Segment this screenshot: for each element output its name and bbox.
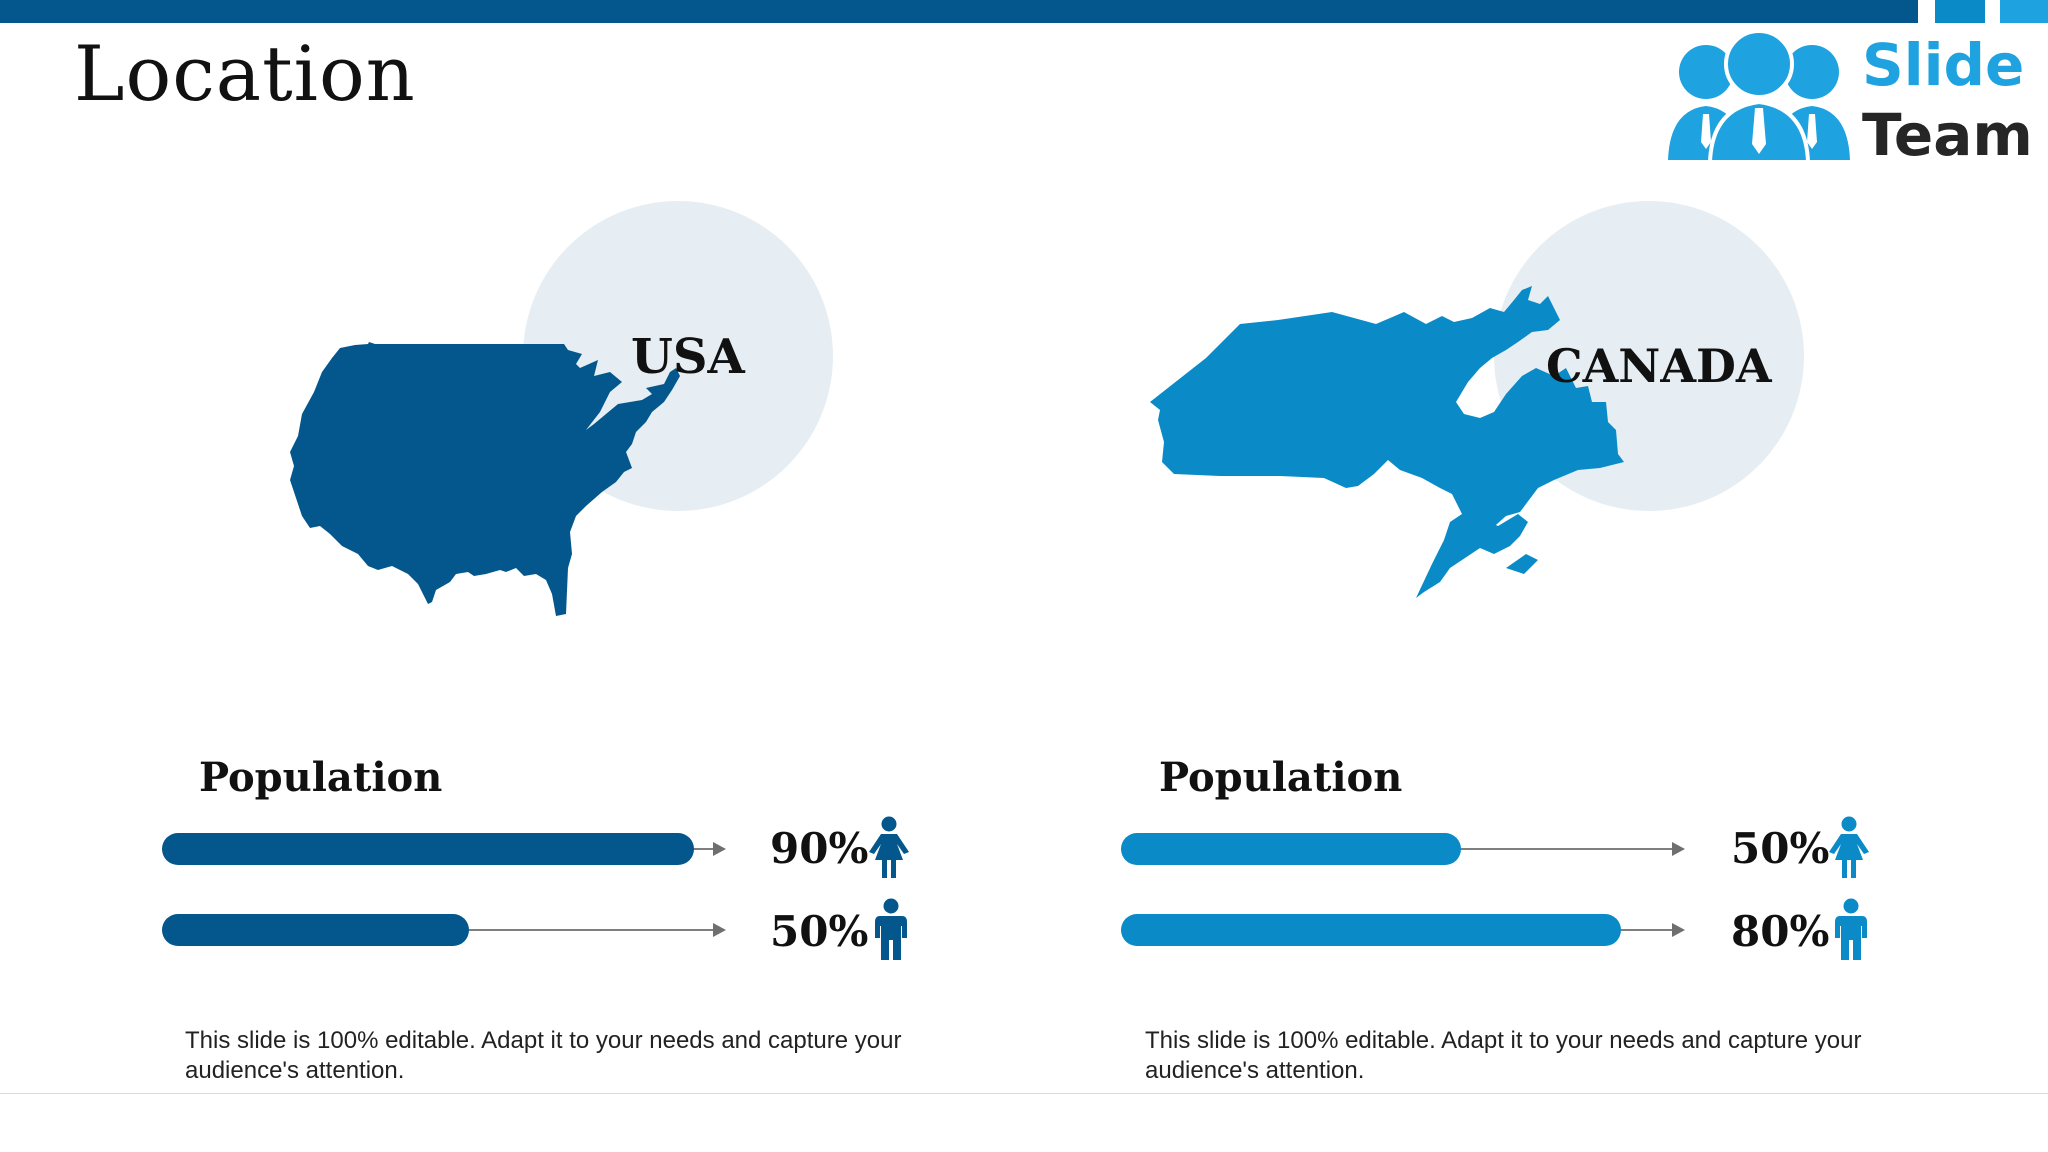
arrow-head-icon [1672,923,1685,937]
canada-population-bar-female [1121,833,1685,865]
team-people-icon [1668,29,1850,164]
logo-text-slide: Slide [1862,31,2025,99]
usa-population-bar-female [162,833,726,865]
top-accent-square [1935,0,1985,23]
female-icon [1829,816,1869,878]
logo-text-team: Team [1862,101,2033,169]
canada-description: This slide is 100% editable. Adapt it to… [1145,1027,1862,1084]
canada-population-bar-male [1121,914,1685,946]
footer-divider [0,1093,2048,1094]
country-label-canada: CANADA [1546,339,1772,393]
male-icon [1835,898,1867,960]
usa-male-percent: 50% [770,907,869,956]
top-accent-square [2000,0,2048,23]
top-accent-bar [0,0,1918,23]
arrow-head-icon [1672,842,1685,856]
male-icon [875,898,907,960]
bar-fill [162,833,694,865]
usa-population-bar-male [162,914,726,946]
bar-fill [1121,833,1461,865]
canada-map-icon [1150,286,1624,598]
usa-female-percent: 90% [770,824,869,873]
usa-population-title: Population [199,754,443,801]
slideteam-logo: Slide Team [1664,24,2048,174]
usa-map-icon [290,342,680,616]
bar-fill [162,914,469,946]
arrow-head-icon [713,842,726,856]
country-label-usa: USA [631,329,745,385]
usa-description: This slide is 100% editable. Adapt it to… [185,1027,902,1084]
page-title: Location [74,29,416,118]
canada-female-percent: 50% [1731,824,1830,873]
canada-male-percent: 80% [1731,907,1830,956]
arrow-head-icon [713,923,726,937]
canada-population-title: Population [1159,754,1403,801]
bar-fill [1121,914,1621,946]
female-icon [869,816,909,878]
